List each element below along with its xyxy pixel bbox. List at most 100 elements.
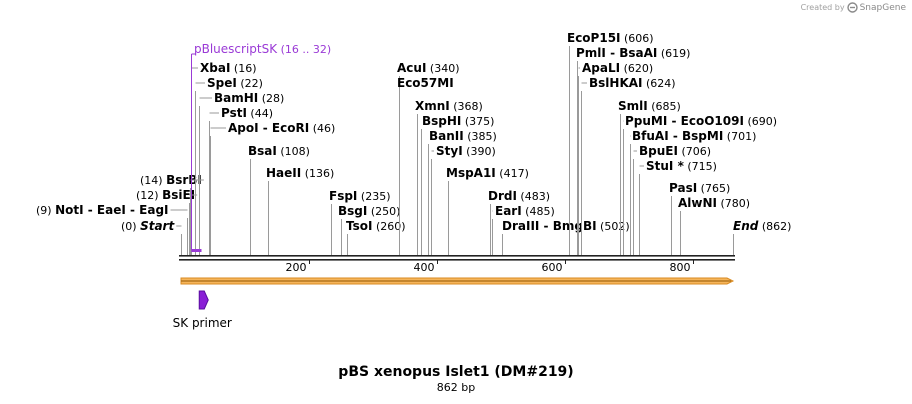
site-label: PasI (765) — [669, 181, 730, 195]
backbone-top — [179, 255, 735, 257]
site-name: ApaLI — [582, 61, 620, 75]
site-name: - BsaAI — [606, 46, 657, 60]
site-name: BanII — [429, 129, 464, 143]
site-name: SmlI — [618, 99, 648, 113]
site-name: FspI — [329, 189, 357, 203]
site-group: AlwNI (780) — [678, 196, 750, 255]
snapgene-credit: Created by SnapGene — [801, 2, 906, 13]
site-name: BamHI — [214, 91, 258, 105]
site-label: BspHI (375) — [422, 114, 494, 128]
site-group: PstI (44) — [209, 106, 273, 255]
site-label: PpuMI - EcoO109I (690) — [625, 114, 777, 128]
restriction-sites: (0) Start (9) NotI - EaeI - EagI(12) BsiE… — [36, 31, 791, 255]
site-group: BfuAI - BspMI (701) — [630, 129, 756, 255]
site-coord: (136) — [301, 167, 334, 180]
site-coord: (14) — [140, 174, 166, 187]
feature-name: pBluescriptSK — [194, 42, 278, 56]
site-group: EarI (485) — [492, 204, 555, 255]
site-group: EcoP15I (606) — [567, 31, 654, 255]
site-group: PpuMI - EcoO109I (690) — [623, 114, 777, 255]
site-coord: (485) — [522, 205, 555, 218]
backbone-bottom — [179, 259, 735, 261]
primer-arrow — [198, 290, 209, 310]
site-group: End (862) — [733, 219, 791, 255]
site-name: PmlI — [576, 46, 606, 60]
site-label: StyI (390) — [436, 144, 496, 158]
feature-range: (16 .. 32) — [277, 43, 331, 56]
site-label: AlwNI (780) — [678, 196, 750, 210]
site-group: StyI (390) — [431, 144, 496, 255]
site-name: DraIII — [502, 219, 539, 233]
site-name: - EcoO109I — [667, 114, 744, 128]
site-name: BfuAI — [632, 129, 669, 143]
site-name: BsrBI — [166, 173, 202, 187]
site-name: TsoI — [346, 219, 372, 233]
site-name: - EaeI — [84, 203, 126, 217]
site-coord: (690) — [744, 115, 777, 128]
site-name: NotI — [55, 203, 84, 217]
site-label: XmnI (368) — [415, 99, 483, 113]
site-label: (14) BsrBI — [140, 173, 202, 187]
site-group: PasI (765) — [669, 181, 730, 255]
site-label: EcoP15I (606) — [567, 31, 654, 45]
site-name: BslHKAI — [589, 76, 643, 90]
site-name: EarI — [495, 204, 522, 218]
site-label: End (862) — [733, 219, 791, 233]
site-name: BsaI — [248, 144, 277, 158]
tick-label: 200 — [286, 261, 307, 274]
site-coord: (606) — [621, 32, 654, 45]
site-group: StuI * (715) — [639, 159, 717, 255]
site-label: PstI (44) — [221, 106, 273, 120]
site-label: Eco57MI — [397, 76, 454, 90]
site-coord: (502) — [597, 220, 630, 233]
site-name: StyI — [436, 144, 463, 158]
site-label: (12) BsiEI — [136, 188, 195, 202]
site-label: SpeI (22) — [207, 76, 263, 90]
site-coord: (715) — [684, 160, 717, 173]
site-label: SmlI (685) — [618, 99, 681, 113]
site-name: - BmgBI — [539, 219, 596, 233]
site-group: BsaI (108) — [248, 144, 310, 255]
site-group: SmlI (685) — [618, 99, 681, 255]
site-coord: (0) — [121, 220, 140, 233]
site-label: FspI (235) — [329, 189, 390, 203]
site-label: HaeII (136) — [266, 166, 334, 180]
site-coord: (9) — [36, 204, 55, 217]
site-group: XmnI (368) — [415, 99, 483, 255]
site-coord: (706) — [678, 145, 711, 158]
site-coord: (619) — [657, 47, 690, 60]
site-coord: (624) — [643, 77, 676, 90]
site-name: EcoP15I — [567, 31, 621, 45]
site-coord: (12) — [136, 189, 162, 202]
site-coord: (780) — [717, 197, 750, 210]
site-group: BsgI (250) — [338, 204, 400, 255]
site-name: PpuMI — [625, 114, 667, 128]
site-label: AcuI (340) — [397, 61, 460, 75]
site-label: (0) Start — [121, 219, 175, 233]
site-label: ApoI - EcoRI (46) — [228, 121, 335, 135]
site-name: HaeII — [266, 166, 301, 180]
site-group: BanII (385) — [428, 129, 497, 255]
site-coord: (620) — [620, 62, 653, 75]
site-group: ApaLI (620) — [578, 61, 653, 255]
site-label: BamHI (28) — [214, 91, 284, 105]
site-coord: (368) — [450, 100, 483, 113]
site-group: BspHI (375) — [421, 114, 494, 255]
site-group: FspI (235) — [329, 189, 390, 255]
site-name: PasI — [669, 181, 697, 195]
site-name: MspA1I — [446, 166, 496, 180]
site-coord: (235) — [357, 190, 390, 203]
site-group: (9) NotI - EaeI - EagI — [36, 203, 188, 255]
ruler: 200 400 600 800 — [286, 259, 694, 274]
site-group: DraIII - BmgBI (502) — [502, 219, 630, 255]
site-label: BanII (385) — [429, 129, 497, 143]
site-group: (0) Start — [121, 219, 182, 255]
site-coord: (390) — [463, 145, 496, 158]
site-label: MspA1I (417) — [446, 166, 529, 180]
site-label: StuI * (715) — [646, 159, 717, 173]
site-group: DrdI (483) — [488, 189, 550, 255]
site-name: - EagI — [126, 203, 169, 217]
sequence-map: (0) Start (9) NotI - EaeI - EagI(12) BsiE… — [36, 31, 791, 330]
site-name: DrdI — [488, 189, 517, 203]
site-name: XmnI — [415, 99, 450, 113]
